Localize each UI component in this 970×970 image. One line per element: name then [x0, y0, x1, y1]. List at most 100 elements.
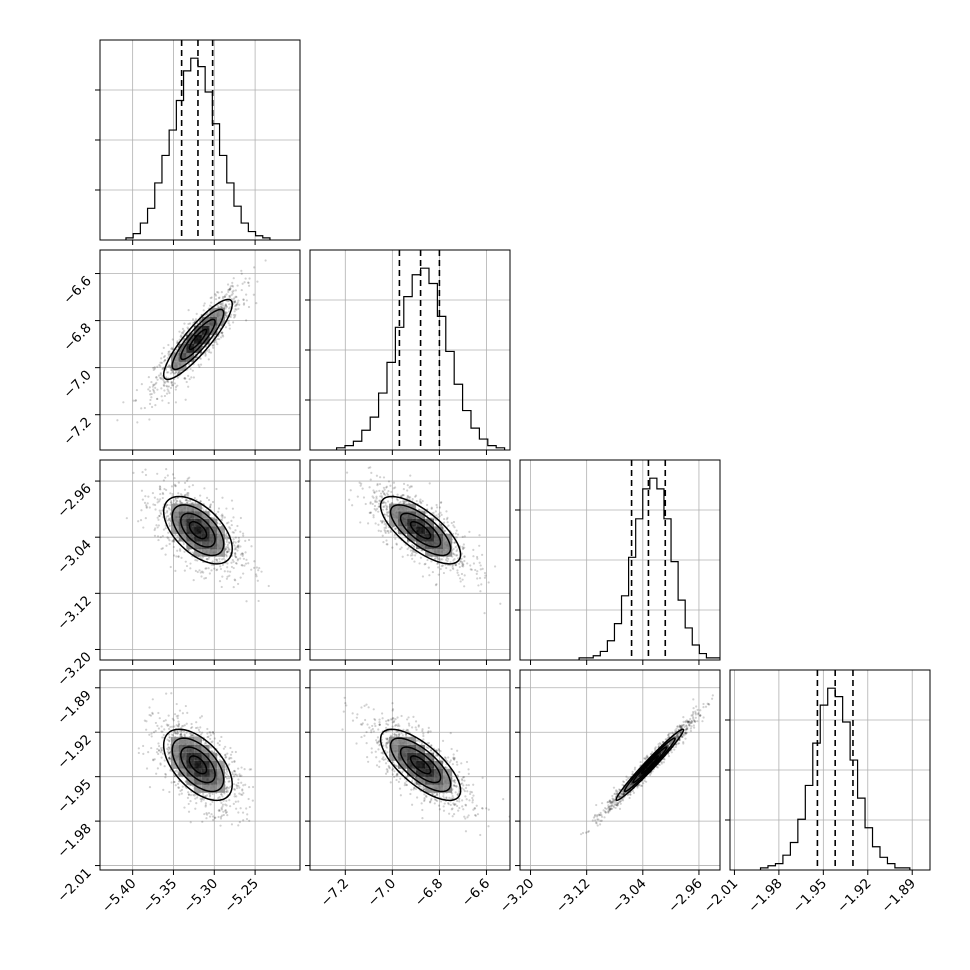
- sample-point: [171, 384, 174, 387]
- sample-point: [152, 383, 155, 386]
- sample-point: [191, 501, 195, 505]
- sample-point: [396, 772, 399, 776]
- sample-point: [234, 773, 238, 776]
- density-cell: [217, 526, 225, 534]
- sample-point: [189, 367, 192, 371]
- sample-point: [168, 350, 171, 353]
- sample-point: [361, 487, 364, 490]
- sample-point: [394, 537, 397, 540]
- sample-point: [241, 553, 245, 556]
- sample-point: [382, 486, 386, 489]
- contour-3: [162, 298, 233, 381]
- sample-point: [231, 290, 234, 293]
- sample-point: [380, 521, 384, 524]
- sample-point: [225, 551, 228, 554]
- sample-point: [233, 301, 236, 304]
- sample-point: [348, 498, 351, 501]
- sample-point: [472, 548, 475, 551]
- sample-point: [371, 727, 374, 731]
- panel-content: [520, 460, 720, 660]
- sample-point: [220, 585, 223, 589]
- sample-point: [139, 519, 143, 522]
- sample-point: [223, 516, 226, 519]
- sample-point: [205, 313, 209, 316]
- sample-point: [411, 544, 414, 547]
- sample-point: [403, 501, 406, 504]
- sample-point: [165, 511, 169, 514]
- sample-point: [184, 493, 187, 496]
- sample-point: [414, 720, 418, 723]
- sample-point: [255, 575, 258, 578]
- sample-point: [187, 385, 190, 388]
- sample-point: [196, 796, 199, 799]
- sample-point: [438, 522, 441, 525]
- sample-point: [153, 367, 156, 370]
- sample-point: [237, 824, 240, 827]
- sample-point: [157, 749, 161, 752]
- sample-point: [378, 740, 381, 743]
- sample-point: [232, 586, 235, 589]
- sample-point: [161, 367, 164, 371]
- sample-point: [196, 726, 199, 729]
- sample-point: [242, 534, 245, 537]
- sample-point: [177, 481, 180, 484]
- sample-point: [188, 322, 192, 325]
- sample-point: [238, 792, 241, 795]
- sample-point: [244, 562, 248, 565]
- sample-point: [245, 299, 248, 302]
- sample-point: [476, 570, 479, 573]
- sample-point: [239, 576, 242, 579]
- sample-point: [446, 521, 449, 524]
- sample-point: [242, 302, 246, 305]
- sample-point: [179, 501, 182, 504]
- sample-point: [199, 571, 202, 574]
- sample-point: [191, 726, 194, 729]
- sample-point: [224, 303, 227, 306]
- sample-point: [187, 810, 191, 813]
- sample-point: [169, 386, 173, 390]
- sample-point: [245, 817, 249, 821]
- sample-point: [189, 500, 192, 503]
- sample-point: [221, 331, 224, 334]
- sample-point: [225, 305, 228, 308]
- sample-point: [143, 501, 147, 504]
- sample-point: [242, 303, 246, 306]
- sample-point: [234, 536, 237, 539]
- sample-point: [445, 766, 448, 769]
- contour-3: [162, 495, 233, 565]
- sample-point: [168, 739, 171, 742]
- sample-point: [200, 798, 204, 801]
- sample-point: [206, 735, 209, 739]
- sample-point: [384, 531, 387, 534]
- sample-point: [183, 377, 186, 380]
- sample-point: [224, 775, 227, 778]
- contour-2: [171, 737, 225, 793]
- sample-point: [179, 499, 182, 502]
- sample-point: [208, 794, 212, 797]
- sample-point: [237, 536, 240, 539]
- sample-point: [407, 546, 410, 549]
- sample-point: [217, 796, 220, 800]
- sample-point: [445, 566, 448, 570]
- sample-point: [409, 792, 412, 796]
- sample-point: [472, 555, 475, 558]
- sample-point: [174, 370, 178, 373]
- sample-point: [384, 530, 387, 533]
- sample-point: [455, 549, 458, 553]
- sample-point: [177, 492, 180, 495]
- sample-point: [227, 319, 230, 322]
- sample-point: [167, 507, 170, 510]
- sample-point: [236, 557, 240, 561]
- sample-point: [240, 272, 243, 275]
- sample-point: [478, 577, 482, 580]
- sample-point: [163, 381, 166, 385]
- sample-point: [186, 501, 189, 504]
- panel-1-0: −7.2−7.0−6.8−6.6: [60, 249, 301, 455]
- sample-point: [167, 751, 171, 755]
- sample-point: [165, 723, 169, 726]
- sample-point: [452, 552, 455, 556]
- sample-point: [156, 724, 159, 727]
- sample-point: [233, 769, 236, 772]
- sample-point: [161, 736, 164, 739]
- sample-point: [395, 543, 398, 546]
